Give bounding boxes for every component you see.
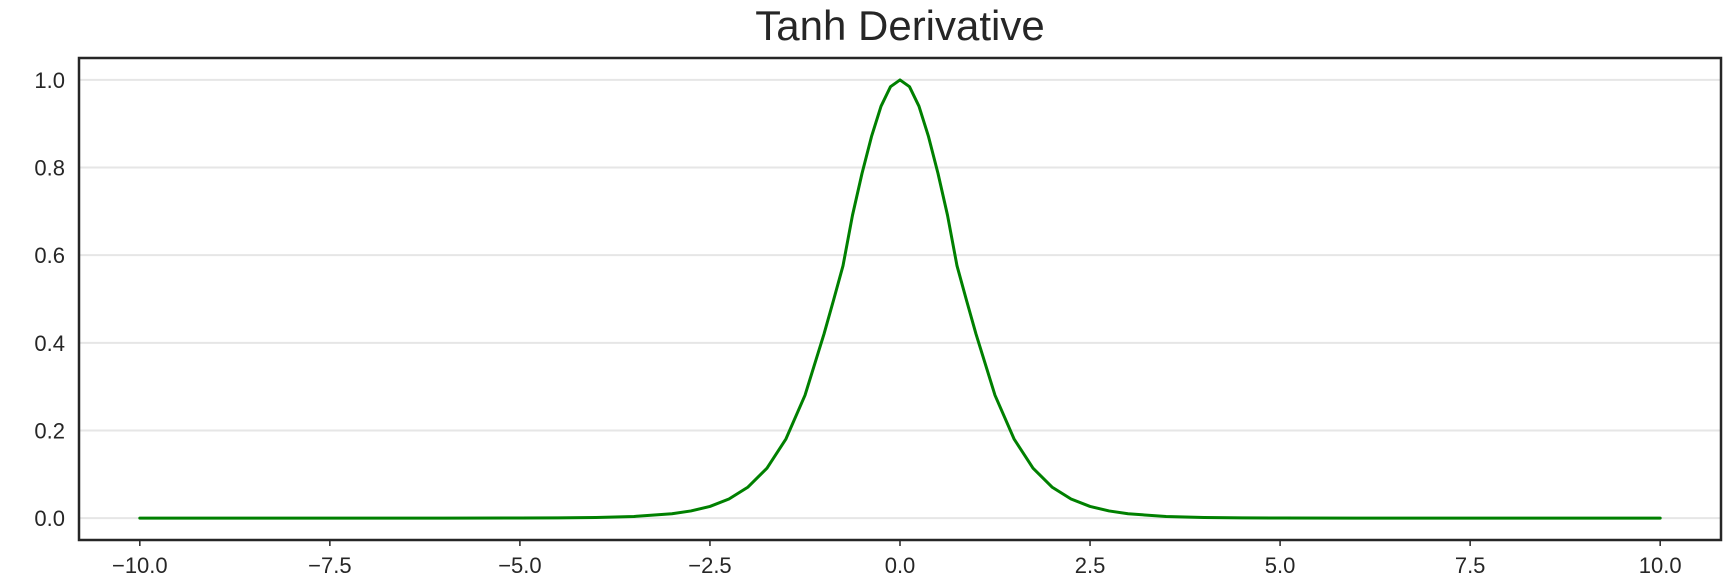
series-layer [138,78,1662,520]
y-tick-label: 0.4 [34,331,65,356]
x-tick-label: −7.5 [308,553,351,577]
x-tick-label: −5.0 [498,553,541,577]
y-tick-label: 1.0 [34,68,65,93]
x-tick-label: 5.0 [1265,553,1296,577]
x-tick-label: 2.5 [1075,553,1106,577]
grid-layer [79,78,1721,520]
chart-title: Tanh Derivative [755,2,1044,49]
y-tick-label: 0.8 [34,156,65,181]
y-axis: 0.0 0.2 0.4 0.6 0.8 1.0 [34,68,65,531]
x-axis: −10.0 −7.5 −5.0 −2.5 0.0 2.5 5.0 7.5 10.0 [112,540,1682,577]
axes-frame [77,56,1723,542]
y-tick-label: 0.0 [34,506,65,531]
x-tick-label: 7.5 [1455,553,1486,577]
x-tick-label: −10.0 [112,553,168,577]
y-tick-label: 0.6 [34,243,65,268]
series-line-0 [138,78,1662,520]
y-tick-label: 0.2 [34,418,65,443]
x-tick-label: −2.5 [688,553,731,577]
x-tick-label: 0.0 [885,553,916,577]
x-tick-label: 10.0 [1639,553,1682,577]
